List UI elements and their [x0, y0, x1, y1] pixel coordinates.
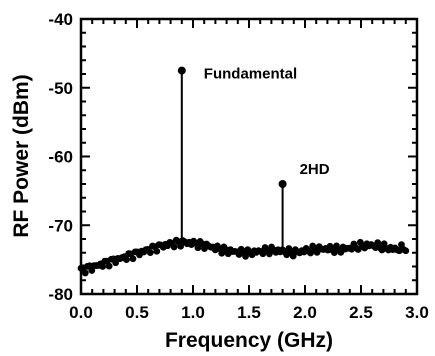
noise-point — [81, 269, 89, 277]
noise-point — [265, 250, 273, 258]
noise-point — [146, 249, 154, 257]
axis-ticks — [80, 18, 418, 295]
y-axis-label: RF Power (dBm) — [10, 74, 33, 237]
x-tick-label: 1.5 — [237, 303, 261, 322]
noise-point — [129, 255, 137, 263]
noise-point — [123, 256, 130, 263]
noise-point — [402, 247, 410, 255]
peak-marker — [177, 66, 186, 75]
y-tick-label: -70 — [48, 216, 73, 235]
y-tick-label: -80 — [48, 285, 73, 304]
noise-point — [289, 252, 297, 260]
spectral-peaks: Fundamental 2HD — [177, 66, 330, 252]
noise-floor-series — [77, 236, 410, 277]
noise-point — [177, 242, 185, 250]
peak-label: Fundamental — [204, 66, 297, 83]
x-tick-label: 0.0 — [69, 303, 93, 322]
x-tick-label: 3.0 — [405, 303, 429, 322]
x-tick-label: 2.5 — [349, 303, 373, 322]
x-tick-label: 2.0 — [293, 303, 317, 322]
x-axis-label: Frequency (GHz) — [165, 329, 333, 352]
y-tick-label: -60 — [48, 148, 73, 167]
y-tick-labels: -80 -70 -60 -50 -40 — [48, 10, 73, 304]
noise-point — [194, 244, 202, 252]
peak-marker — [278, 180, 287, 188]
x-tick-label: 0.5 — [125, 303, 149, 322]
noise-point — [105, 262, 113, 270]
x-tick-labels: 0.0 0.5 1.0 1.5 2.0 2.5 3.0 — [69, 303, 429, 322]
y-tick-label: -50 — [48, 79, 73, 98]
noise-point — [242, 252, 249, 260]
y-tick-label: -40 — [48, 10, 73, 29]
noise-point — [153, 247, 161, 255]
noise-point — [99, 263, 107, 270]
noise-point — [170, 243, 178, 251]
x-tick-label: 1.0 — [181, 303, 205, 322]
peak-label: 2HD — [300, 161, 330, 178]
